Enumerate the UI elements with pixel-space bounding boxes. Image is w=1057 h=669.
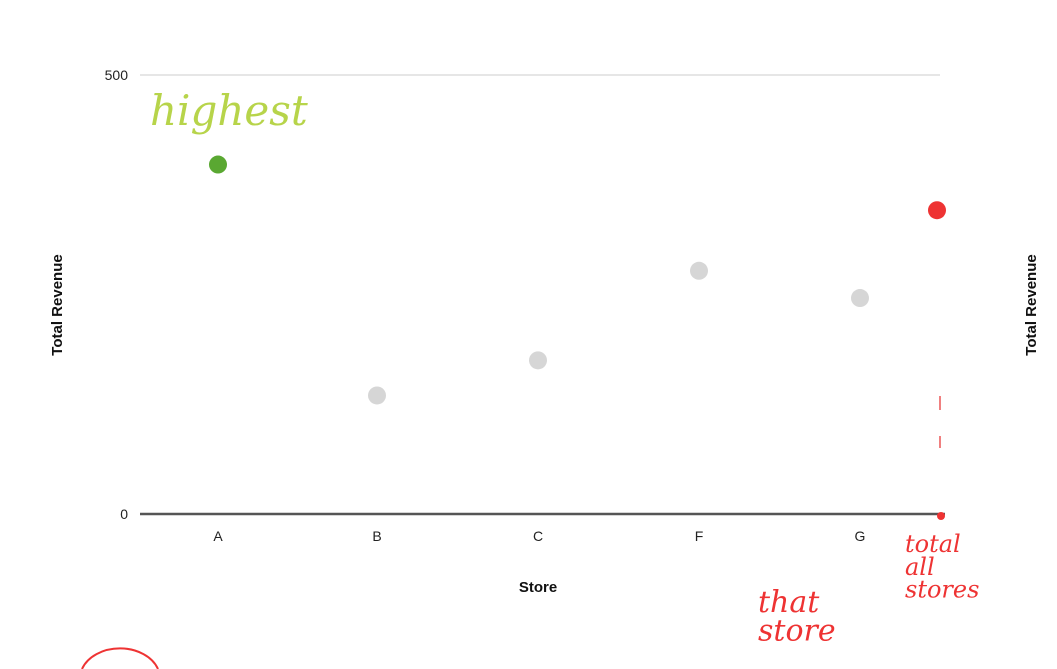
data-point-F bbox=[690, 261, 708, 280]
x-tick-label-C: C bbox=[533, 528, 543, 544]
annotation-highest: highest bbox=[150, 86, 308, 135]
x-axis-title: Store bbox=[519, 579, 557, 596]
y-tick-label-500: 500 bbox=[105, 67, 129, 83]
x-tick-label-B: B bbox=[372, 528, 381, 544]
annotation-that-store: that store bbox=[758, 585, 836, 649]
x-tick-label-F: F bbox=[695, 528, 704, 544]
y-axis-title-left: Total Revenue bbox=[49, 254, 66, 355]
data-point-B bbox=[368, 386, 386, 405]
data-point-C bbox=[529, 351, 547, 370]
x-tick-label-G: G bbox=[855, 528, 866, 544]
red-circle-mark bbox=[81, 647, 159, 669]
x-tick-label-A: A bbox=[213, 528, 223, 544]
data-points bbox=[209, 155, 946, 520]
annotation-total-all-stores: total all stores bbox=[905, 530, 979, 604]
data-point-G bbox=[851, 289, 869, 308]
data-point-total bbox=[928, 201, 946, 220]
y-axis-title-right: Total Revenue bbox=[1023, 254, 1040, 355]
data-point-A bbox=[209, 155, 227, 174]
y-tick-label-0: 0 bbox=[120, 506, 128, 522]
baseline-marker-total bbox=[937, 512, 945, 520]
